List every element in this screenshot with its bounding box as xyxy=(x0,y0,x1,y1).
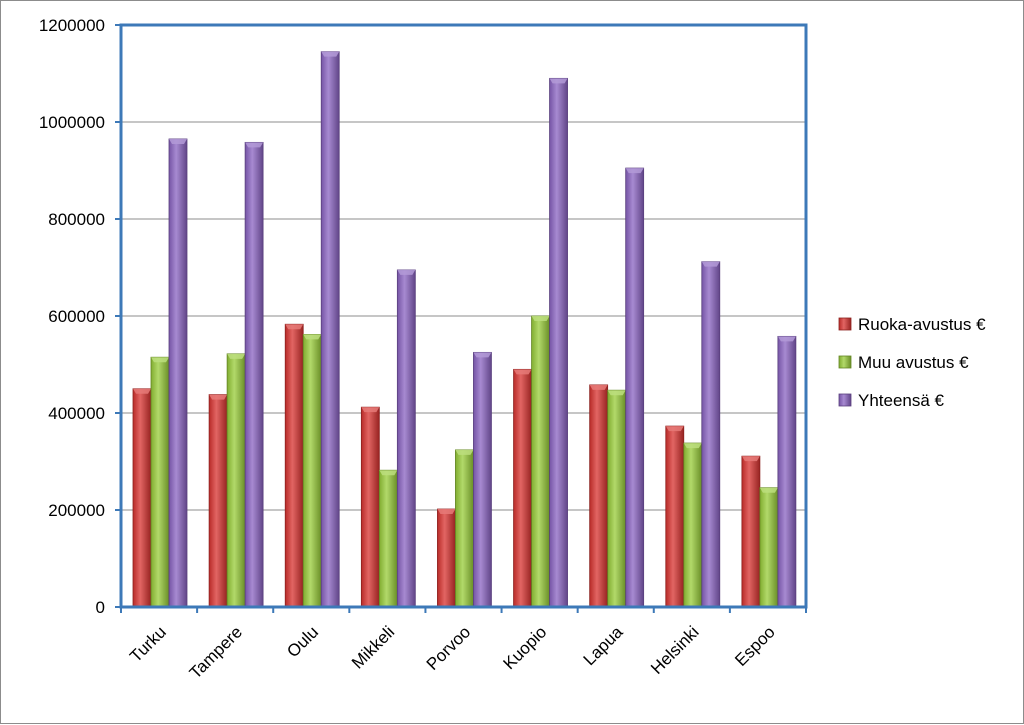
legend-label-muu-avustus: Muu avustus € xyxy=(858,353,969,372)
x-tick-label-lapua: Lapua xyxy=(580,622,627,669)
bar-cap xyxy=(437,509,456,515)
bar-ruoka-avustus-helsinki xyxy=(665,425,685,608)
y-tick-label: 1000000 xyxy=(39,113,105,132)
bar-ruoka-avustus-tampere xyxy=(208,394,228,608)
bar-muu-avustus-oulu xyxy=(302,334,322,608)
bar-ruoka-avustus-mikkeli xyxy=(360,406,380,608)
legend-label-ruoka-avustus: Ruoka-avustus € xyxy=(858,315,986,334)
bar-cap xyxy=(759,487,778,493)
y-tick-label: 1200000 xyxy=(39,16,105,35)
x-tick-label-kuopio: Kuopio xyxy=(500,622,551,673)
bar-cap xyxy=(549,78,568,84)
x-tick-label-oulu: Oulu xyxy=(283,622,322,661)
x-tick-label-porvoo: Porvoo xyxy=(423,622,475,674)
bar-ruoka-avustus-lapua xyxy=(589,384,609,608)
bar-cap xyxy=(683,443,702,449)
legend-swatch-ruoka-avustus xyxy=(838,317,852,331)
bar-yhteens-oulu xyxy=(320,51,340,608)
bar-cap xyxy=(397,269,416,275)
bar-ruoka-avustus-oulu xyxy=(284,323,304,608)
legend-swatch-yhteens xyxy=(838,393,852,407)
x-axis-ticks: Turku Tampere Oulu Mikkeli Porvoo Kuopio Lapua… xyxy=(120,607,807,683)
bar-cap xyxy=(607,390,626,396)
y-tick-label: 0 xyxy=(96,598,105,617)
bar-cap xyxy=(227,353,246,359)
bar-muu-avustus-tampere xyxy=(226,353,246,608)
bar-cap xyxy=(303,334,322,340)
bar-yhteens-tampere xyxy=(244,141,264,608)
legend-label-yhteens: Yhteensä € xyxy=(858,391,945,410)
x-tick-label-turku: Turku xyxy=(126,622,170,666)
bar-cap xyxy=(379,470,398,476)
bar-cap xyxy=(665,426,684,432)
bar-cap xyxy=(151,357,169,363)
bar-cap xyxy=(285,324,304,330)
bar-cap xyxy=(455,449,474,455)
bar-ruoka-avustus-porvoo xyxy=(437,508,456,608)
bar-ruoka-avustus-kuopio xyxy=(513,368,532,608)
x-tick-label-mikkeli: Mikkeli xyxy=(348,622,398,672)
y-tick-label: 400000 xyxy=(48,404,105,423)
bar-yhteens-helsinki xyxy=(701,261,721,608)
y-axis-ticks: 0 200000 400000 600000 800000 1000000 1200000 xyxy=(39,16,121,617)
bar-muu-avustus-porvoo xyxy=(455,449,474,608)
bar-cap xyxy=(473,352,492,358)
bar-cap xyxy=(589,384,608,390)
bar-cap xyxy=(701,261,720,267)
bar-yhteens-turku xyxy=(168,138,188,608)
bar-cap xyxy=(361,407,380,413)
bar-muu-avustus-lapua xyxy=(607,389,627,608)
legend: Ruoka-avustus € Muu avustus € Yhteensä € xyxy=(838,315,986,410)
bar-yhteens-mikkeli xyxy=(396,269,416,608)
y-tick-label: 800000 xyxy=(48,210,105,229)
bar-ruoka-avustus-espoo xyxy=(741,455,761,608)
bar-muu-avustus-espoo xyxy=(759,487,779,608)
y-tick-label: 600000 xyxy=(48,307,105,326)
bar-ruoka-avustus-turku xyxy=(132,388,152,608)
bar-cap xyxy=(741,456,760,462)
x-tick-label-tampere: Tampere xyxy=(186,622,246,682)
bar-cap xyxy=(169,138,187,144)
bar-muu-avustus-mikkeli xyxy=(378,469,398,608)
bar-cap xyxy=(321,51,340,57)
bar-muu-avustus-helsinki xyxy=(683,442,703,608)
bar-yhteens-kuopio xyxy=(549,77,568,608)
bars xyxy=(132,51,797,608)
bar-yhteens-espoo xyxy=(777,335,797,608)
legend-swatch-muu-avustus xyxy=(838,355,852,369)
bar-cap xyxy=(777,336,796,342)
bar-cap xyxy=(531,316,550,321)
x-tick-label-helsinki: Helsinki xyxy=(647,622,703,678)
bar-cap xyxy=(133,388,151,394)
bar-cap xyxy=(625,168,644,174)
y-tick-label: 200000 xyxy=(48,501,105,520)
bar-yhteens-lapua xyxy=(625,167,645,608)
bar-yhteens-porvoo xyxy=(473,351,492,608)
bar-muu-avustus-turku xyxy=(150,356,170,608)
bar-cap xyxy=(209,394,228,400)
x-tick-label-espoo: Espoo xyxy=(731,622,779,670)
bar-cap xyxy=(245,142,264,148)
bar-cap xyxy=(513,369,532,375)
bar-muu-avustus-kuopio xyxy=(531,315,550,608)
